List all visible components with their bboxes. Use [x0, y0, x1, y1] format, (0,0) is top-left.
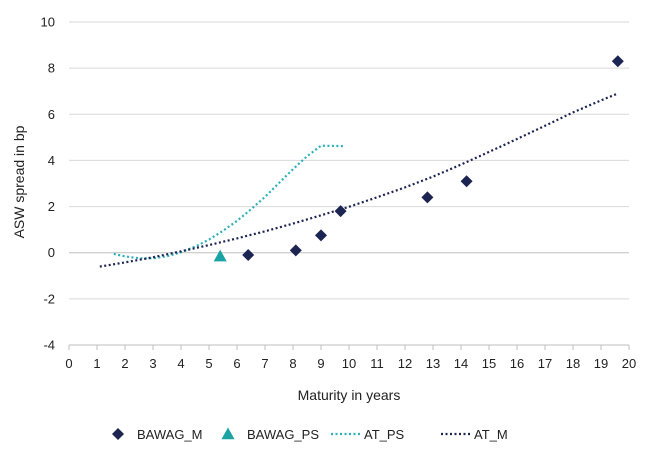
x-tick-label: 9	[317, 356, 324, 371]
x-tick-label: 13	[426, 356, 440, 371]
legend-label-at-m: AT_M	[474, 427, 508, 442]
x-tick-label: 2	[121, 356, 128, 371]
point-bawag-ps	[213, 249, 227, 262]
x-tick-label: 19	[594, 356, 608, 371]
x-tick-label: 16	[510, 356, 524, 371]
point-bawag-m	[460, 175, 473, 188]
x-tick-label: 3	[149, 356, 156, 371]
point-bawag-m	[611, 55, 624, 68]
x-tick-label: 5	[205, 356, 212, 371]
x-tick-label: 4	[177, 356, 184, 371]
x-tick-label: 17	[538, 356, 552, 371]
y-tick-label: 6	[48, 107, 55, 122]
legend-label-bawag-m: BAWAG_M	[137, 427, 203, 442]
point-bawag-m	[421, 191, 434, 204]
x-tick-label: 14	[454, 356, 468, 371]
series	[99, 55, 624, 268]
x-tick-label: 15	[482, 356, 496, 371]
y-axis-title: ASW spread in bp	[11, 125, 27, 238]
x-tick-label: 0	[65, 356, 72, 371]
x-tick-label: 7	[261, 356, 268, 371]
point-bawag-m	[334, 205, 347, 218]
y-tick-label: 10	[41, 15, 55, 30]
y-tick-label: 2	[48, 199, 55, 214]
legend: BAWAG_M BAWAG_PS AT_PS AT_M	[112, 427, 508, 442]
y-tick-label: 8	[48, 61, 55, 76]
point-bawag-m	[315, 229, 327, 242]
y-tick-label: -4	[43, 338, 55, 353]
y-tick-label: 0	[48, 245, 55, 260]
point-bawag-m	[289, 244, 302, 257]
x-tick-label: 18	[566, 356, 580, 371]
x-tick-label: 10	[342, 356, 356, 371]
point-bawag-m	[242, 249, 255, 262]
y-tick-label: 4	[48, 153, 55, 168]
legend-marker-bawag-ps	[221, 427, 235, 440]
x-tick-label: 8	[289, 356, 296, 371]
legend-label-bawag-ps: BAWAG_PS	[247, 427, 319, 442]
x-tick-label: 6	[233, 356, 240, 371]
x-axis-title: Maturity in years	[298, 387, 401, 403]
legend-label-at-ps: AT_PS	[364, 427, 405, 442]
x-tick-label: 1	[93, 356, 100, 371]
y-tick-label: -2	[43, 291, 55, 306]
x-tick-label: 12	[398, 356, 412, 371]
legend-marker-bawag-m	[112, 428, 124, 440]
x-tick-label: 11	[370, 356, 384, 371]
x-tick-label: 20	[622, 356, 636, 371]
gridlines	[69, 21, 629, 346]
trendline-at-m	[99, 92, 619, 268]
